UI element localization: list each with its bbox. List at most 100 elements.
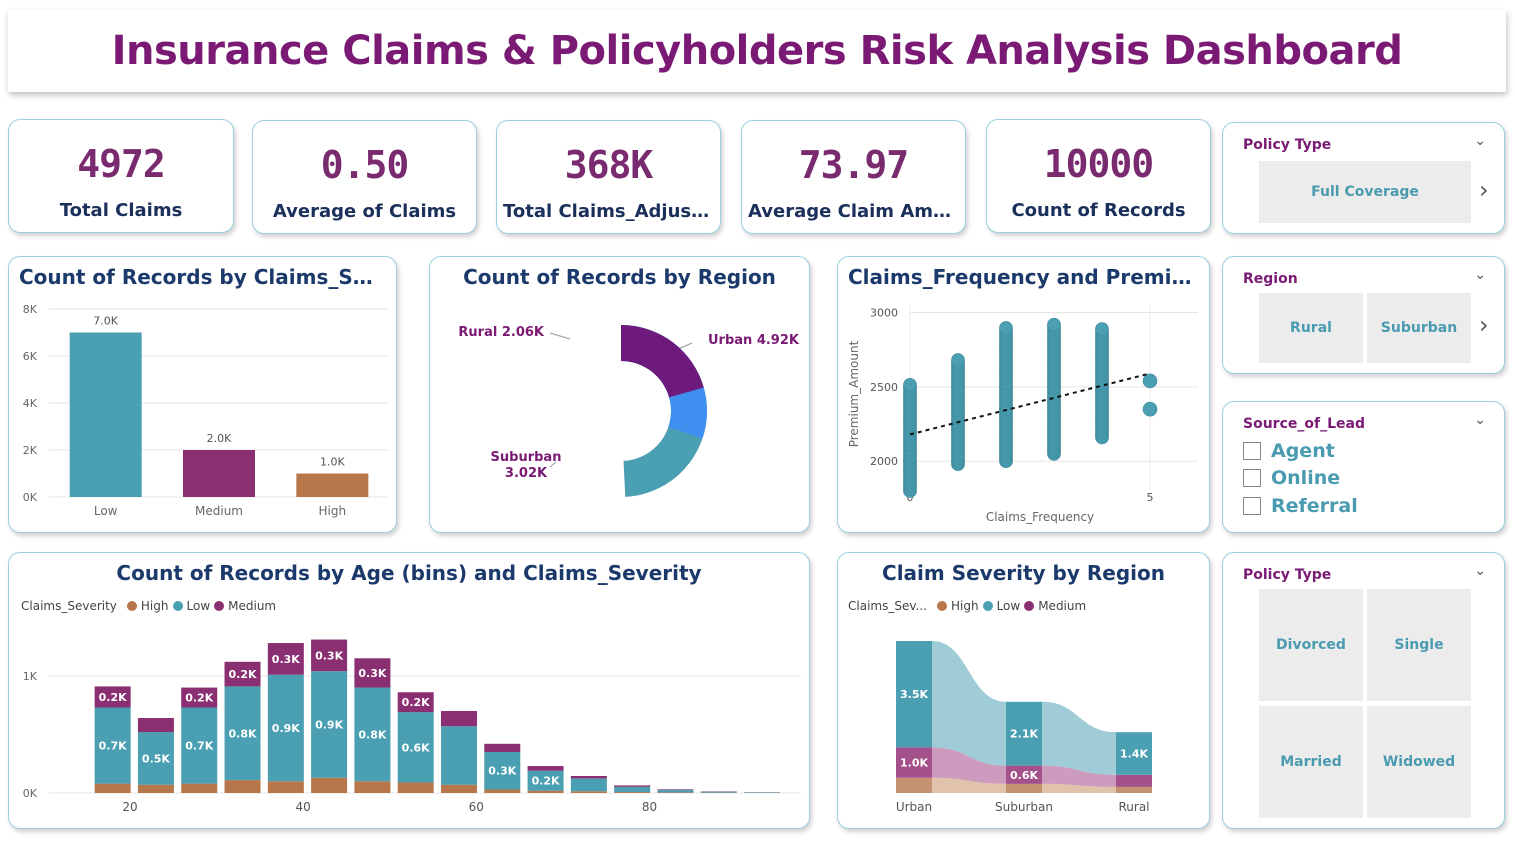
legend-item[interactable]: Low [996,599,1021,613]
chart-region-donut[interactable]: Count of Records by Region Urban 4.92K Su… [429,256,810,533]
chart-claims-severity[interactable]: Count of Records by Claims_Severity 0K 2K… [8,256,397,533]
x-tick-label: Medium [195,504,243,518]
data-label: 0.6K [402,741,430,754]
age-stacked-bar-chart: 0K 1K 20 40 60 80 0.7K 0.2K 0.5K 0.7K 0.2K 0.8K 0.2K… [23,639,801,814]
kpi-card-average-claims[interactable]: 0.50 Average of Claims [252,120,477,234]
data-label: 0.7K [99,740,127,753]
kpi-value: 0.50 [320,143,410,187]
bar-segment-high [614,792,651,793]
x-tick-label: 80 [642,800,657,814]
legend-dot-high [126,601,137,611]
legend-item[interactable]: High [950,599,979,613]
legend-dot-low [172,601,183,611]
bar-segment-low [527,770,564,791]
data-label: 1.0K [320,456,345,469]
bar-segment-low [267,674,304,782]
slicer-region[interactable]: Region ⌄ Rural Suburban › [1222,256,1505,374]
kpi-value: 10000 [1043,142,1154,186]
kpi-card-total-claims[interactable]: 4972 Total Claims [8,119,234,233]
slicer-tile-full-coverage[interactable]: Full Coverage [1259,161,1471,223]
data-label: 2.1K [1010,728,1038,741]
data-label: 0.6K [1010,769,1038,782]
ribbon-chart: 1.0K 3.5K Urban 0.6K 2.1K Suburban 1.4K Rural [896,641,1152,814]
checkbox-online[interactable]: Online [1243,467,1340,489]
column-segment-medium [896,747,932,778]
bar-segment-low [181,707,218,784]
chart-legend: Claims_Sev... High Low Medium [848,599,1086,613]
page-title: Insurance Claims & Policyholders Risk An… [111,28,1403,74]
title-banner: Insurance Claims & Policyholders Risk An… [8,10,1506,92]
bar-segment-high [484,789,521,793]
kpi-value: 368K [564,143,654,187]
checkbox-referral[interactable]: Referral [1243,495,1358,517]
chevron-right-icon[interactable]: › [1479,176,1489,204]
kpi-card-average-claim-amount[interactable]: 73.97 Average Claim Amo... [741,120,966,234]
bar-segment-high [527,790,564,793]
chart-title: Count of Records by Region [463,265,776,289]
legend-item[interactable]: Medium [228,599,277,613]
slicer-source-of-lead[interactable]: Source_of_Lead ⌄ Agent Online Referral [1222,401,1505,533]
bar-segment-high [267,781,304,793]
column-segment-high [1116,786,1152,793]
chevron-down-icon[interactable]: ⌄ [1474,133,1486,149]
x-tick-label: 20 [122,800,137,814]
data-label: 0.5K [142,752,170,765]
slicer-tile-suburban[interactable]: Suburban [1367,293,1471,363]
scatter-chart: 20002500300005Claims_FrequencyPremium_Am… [847,305,1198,524]
y-tick-label: 2K [23,444,38,457]
checkbox-icon[interactable] [1243,442,1261,460]
y-tick-label: 6K [23,350,38,363]
slicer-title: Policy Type [1243,137,1332,153]
chevron-down-icon[interactable]: ⌄ [1474,412,1486,428]
slicer-title: Policy Type [1243,567,1332,583]
kpi-value: 4972 [77,142,166,186]
bar-segment-low [94,707,131,784]
legend-dot-medium [214,601,225,611]
data-label: 0.3K [315,649,343,662]
chart-severity-by-region[interactable]: Claim Severity by Region Claims_Sev... H… [837,552,1210,829]
bar-segment-low [484,752,521,790]
x-tick-label: Suburban [995,800,1053,814]
bar-segment-high [657,792,694,793]
slicer-policy-type[interactable]: Policy Type ⌄ Full Coverage › [1222,122,1505,234]
chart-frequency-premium-scatter[interactable]: Claims_Frequency and Premium_A... 2000 25… [837,256,1210,533]
legend-item[interactable]: High [140,599,169,613]
bar-segment-low [137,732,174,785]
bar-segment-low [614,786,651,793]
chart-age-severity[interactable]: Count of Records by Age (bins) and Claim… [8,552,810,829]
slicer-tile-single[interactable]: Single [1367,589,1471,701]
bar-segment-medium [570,776,607,779]
column-segment-medium [1116,774,1152,787]
y-tick-label: 3000 [870,306,898,319]
kpi-card-count-of-records[interactable]: 10000 Count of Records [986,119,1211,233]
slicer-tile-widowed[interactable]: Widowed [1367,706,1471,818]
bar-high [296,473,369,497]
data-label: 7.0K [93,315,118,328]
x-tick-label: High [319,504,347,518]
legend-title: Claims_Severity [21,599,117,613]
bar-segment-medium [181,687,218,708]
chevron-down-icon[interactable]: ⌄ [1474,267,1486,283]
chevron-right-icon[interactable]: › [1479,311,1489,339]
slicer-tile-married[interactable]: Married [1259,706,1363,818]
legend-item[interactable]: Low [186,599,211,613]
kpi-value: 73.97 [798,143,909,187]
slicer-policy-type-marital[interactable]: Policy Type ⌄ Divorced Single Married Wi… [1222,552,1505,829]
kpi-card-total-claims-adjustment[interactable]: 368K Total Claims_Adjust... [496,120,721,234]
slicer-tile-rural[interactable]: Rural [1259,293,1363,363]
data-label: 0.8K [358,728,386,741]
checkbox-agent[interactable]: Agent [1243,440,1335,462]
legend-item[interactable]: Medium [1038,599,1087,613]
kpi-label: Average of Claims [272,201,457,222]
checkbox-icon[interactable] [1243,497,1261,515]
chevron-down-icon[interactable]: ⌄ [1474,563,1486,579]
data-label: 0.2K [229,668,257,681]
data-label: 0.2K [402,696,430,709]
leader-line [549,461,557,468]
column-segment-medium [1006,765,1042,784]
checkbox-icon[interactable] [1243,469,1261,487]
ribbon-medium [932,747,1006,784]
column-segment-low [1116,732,1152,775]
slicer-tile-divorced[interactable]: Divorced [1259,589,1363,701]
scatter-point [999,321,1013,335]
